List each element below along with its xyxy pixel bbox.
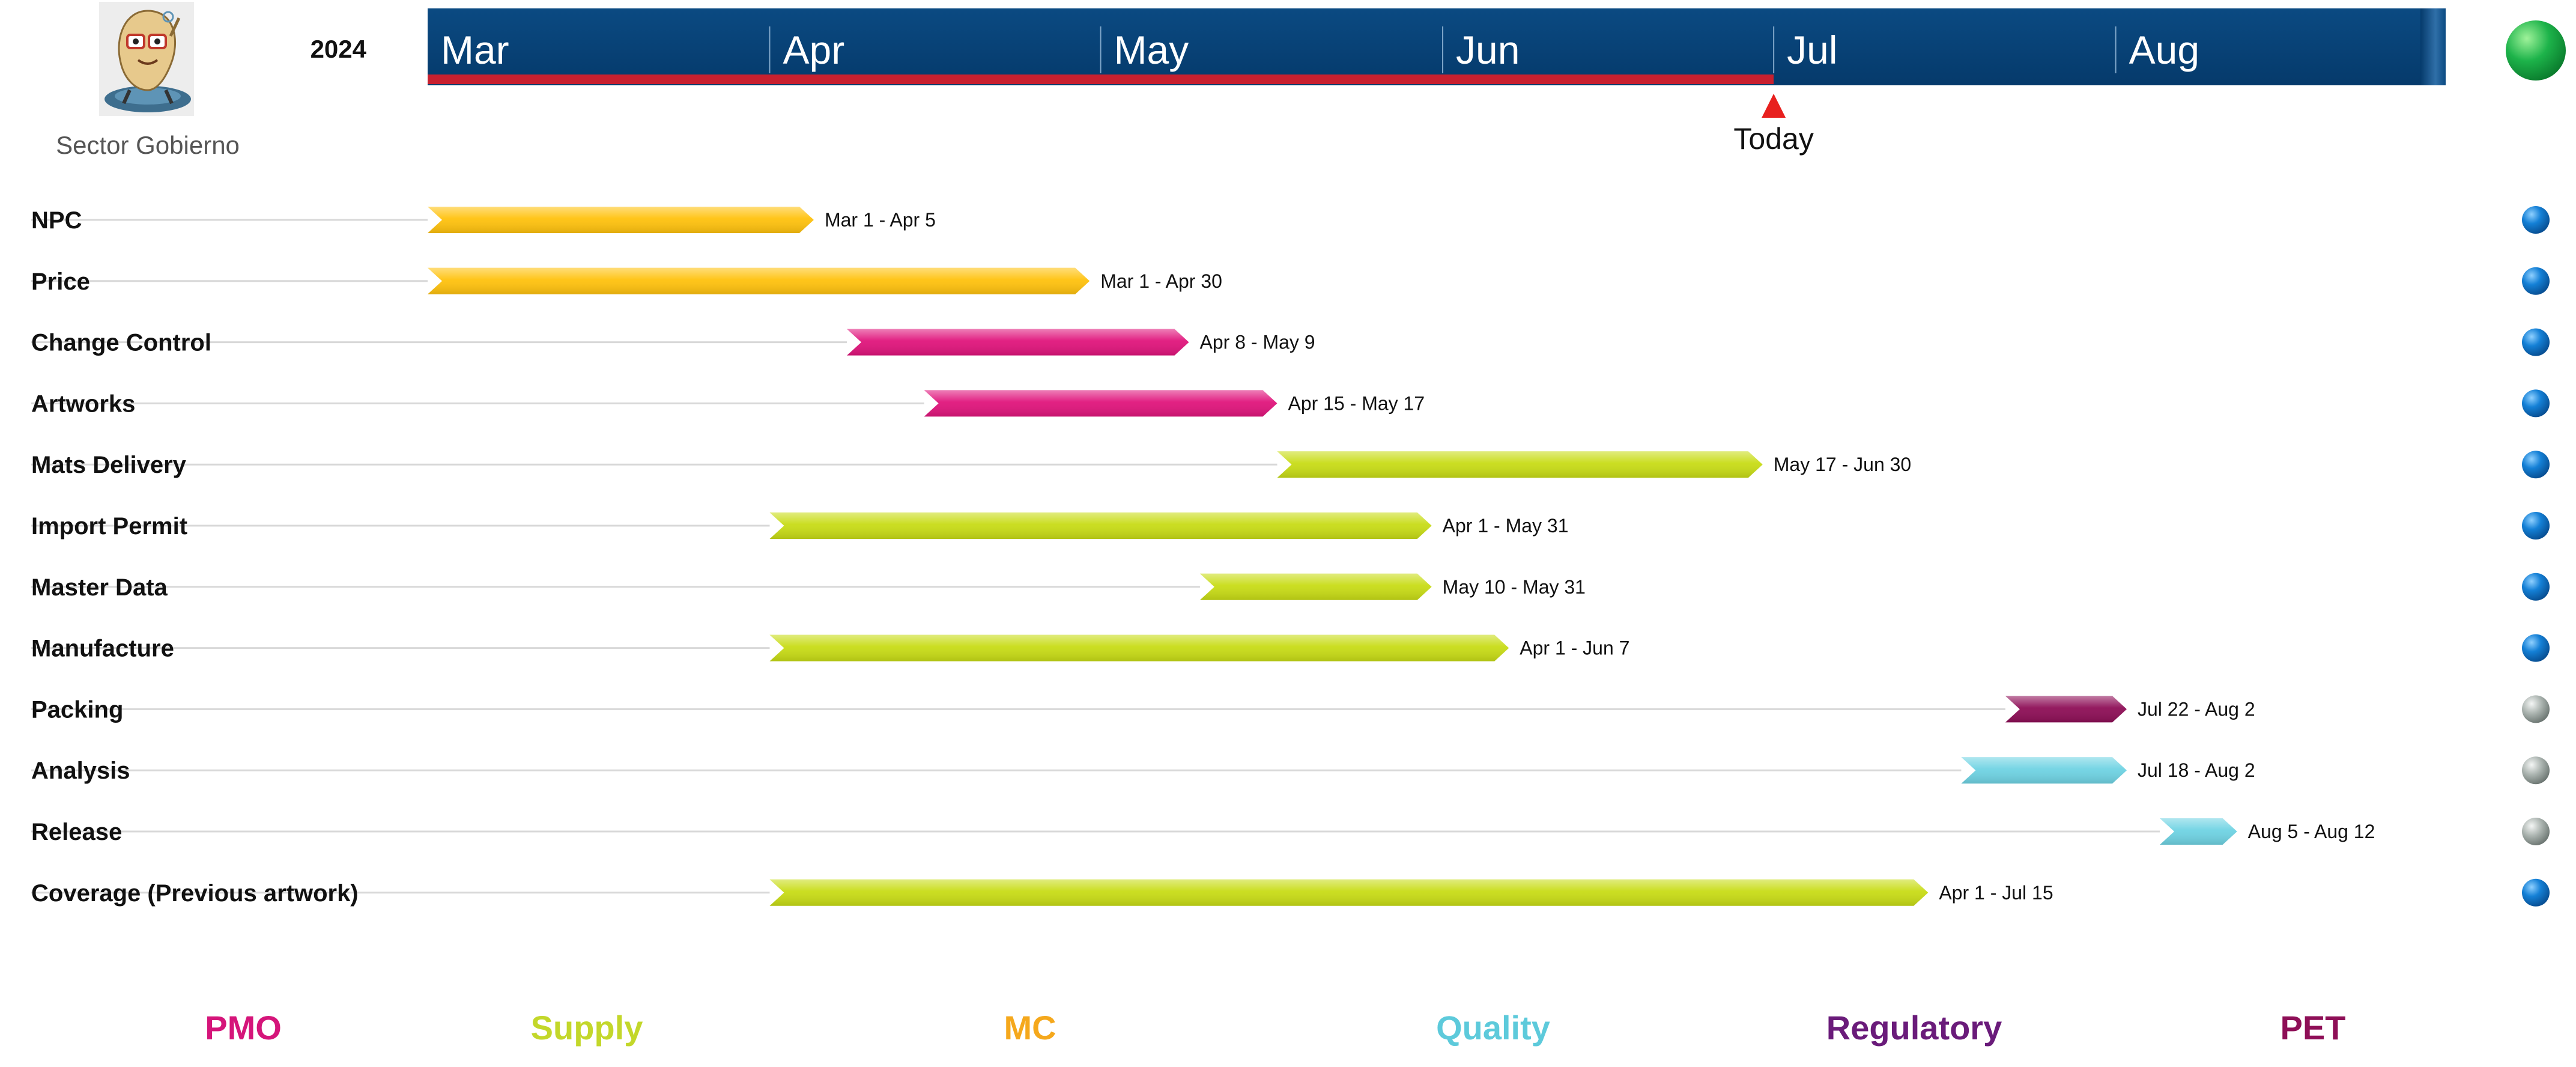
task-bar-shine: [428, 207, 814, 233]
task-bar-shine: [769, 634, 1509, 661]
task-range-label: Apr 8 - May 9: [1200, 332, 1315, 353]
status-blue-icon: [2522, 328, 2550, 356]
today-marker: Today: [1733, 94, 1814, 156]
legend-item-quality: Quality: [1436, 1009, 1550, 1047]
progress-bar: [428, 74, 1774, 84]
task-range-label: Mar 1 - Apr 30: [1100, 270, 1222, 292]
task-label: Price: [31, 269, 90, 295]
task-row: Master Data May 10 - May 31: [31, 573, 2550, 601]
task-bar-shine: [847, 329, 1189, 356]
status-blue-icon: [2522, 634, 2550, 662]
task-range-label: Apr 1 - Jun 7: [1520, 637, 1629, 659]
month-label-jun: Jun: [1456, 28, 1520, 72]
task-bar-shine: [2005, 696, 2127, 723]
task-range-label: Apr 15 - May 17: [1288, 392, 1425, 414]
task-range-label: Aug 5 - Aug 12: [2248, 821, 2375, 842]
task-bar-shine: [428, 267, 1090, 294]
task-row: Analysis Jul 18 - Aug 2: [31, 756, 2550, 785]
task-bar-shine: [1277, 451, 1763, 478]
legend-item-regulatory: Regulatory: [1826, 1009, 2002, 1047]
month-label-may: May: [1114, 28, 1189, 72]
task-label: Manufacture: [31, 636, 174, 662]
task-bar-shine: [1961, 757, 2127, 784]
task-label: Mats Delivery: [31, 452, 187, 478]
task-row: Artworks Apr 15 - May 17: [31, 389, 2550, 418]
task-range-label: Apr 1 - May 31: [1443, 515, 1569, 537]
status-gray-icon: [2522, 695, 2550, 723]
legend-item-pmo: PMO: [205, 1009, 282, 1047]
task-row: Mats Delivery May 17 - Jun 30: [31, 451, 2550, 479]
task-row: Packing Jul 22 - Aug 2: [31, 695, 2550, 723]
task-row: Release Aug 5 - Aug 12: [31, 818, 2550, 845]
task-range-label: Mar 1 - Apr 5: [825, 209, 936, 231]
status-blue-icon: [2522, 573, 2550, 601]
legend: PMO Supply MC Quality Regulatory PET: [205, 1009, 2345, 1047]
task-range-label: Jul 22 - Aug 2: [2138, 698, 2255, 720]
task-bar-shine: [769, 512, 1432, 539]
task-row: Coverage (Previous artwork) Apr 1 - Jul 1…: [31, 878, 2550, 907]
task-row: Manufacture Apr 1 - Jun 7: [31, 634, 2550, 662]
task-row: Price Mar 1 - Apr 30: [31, 267, 2550, 295]
timeline-band: Mar Apr May Jun Jul Aug: [428, 8, 2446, 85]
task-label: Analysis: [31, 758, 130, 784]
month-label-mar: Mar: [441, 28, 509, 72]
task-range-label: Jul 18 - Aug 2: [2138, 759, 2255, 781]
task-row: Import Permit Apr 1 - May 31: [31, 512, 2550, 540]
task-range-label: May 17 - Jun 30: [1774, 454, 1911, 475]
overall-status-icon: [2506, 20, 2566, 81]
status-blue-icon: [2522, 878, 2550, 907]
task-range-label: Apr 1 - Jul 15: [1939, 882, 2053, 904]
task-label: Artworks: [31, 391, 135, 417]
task-bar-shine: [924, 390, 1277, 417]
year-label: 2024: [311, 35, 367, 63]
month-label-aug: Aug: [2129, 28, 2199, 72]
task-bar-shine: [2160, 818, 2237, 845]
status-gray-icon: [2522, 756, 2550, 785]
legend-item-mc: MC: [1004, 1009, 1056, 1047]
month-label-apr: Apr: [783, 28, 844, 72]
task-label: Coverage (Previous artwork): [31, 880, 359, 907]
task-row: Change Control Apr 8 - May 9: [31, 328, 2550, 356]
status-blue-icon: [2522, 389, 2550, 418]
status-gray-icon: [2522, 818, 2550, 845]
month-label-jul: Jul: [1787, 28, 1837, 72]
status-blue-icon: [2522, 267, 2550, 295]
status-blue-icon: [2522, 512, 2550, 540]
task-label: NPC: [31, 207, 82, 234]
task-label: Import Permit: [31, 513, 187, 540]
legend-item-pet: PET: [2281, 1009, 2346, 1047]
task-bar-shine: [769, 879, 1929, 906]
org-label: Sector Gobierno: [56, 131, 240, 159]
task-row: NPC Mar 1 - Apr 5: [31, 206, 2550, 234]
task-range-label: May 10 - May 31: [1443, 576, 1586, 598]
task-bar-shine: [1199, 573, 1432, 600]
mascot-avatar: [99, 2, 194, 116]
status-blue-icon: [2522, 451, 2550, 479]
task-label: Release: [31, 819, 122, 845]
legend-item-supply: Supply: [531, 1009, 643, 1047]
status-blue-icon: [2522, 206, 2550, 234]
today-label: Today: [1733, 122, 1813, 156]
task-label: Master Data: [31, 574, 168, 601]
task-label: Change Control: [31, 330, 211, 356]
task-label: Packing: [31, 696, 123, 723]
